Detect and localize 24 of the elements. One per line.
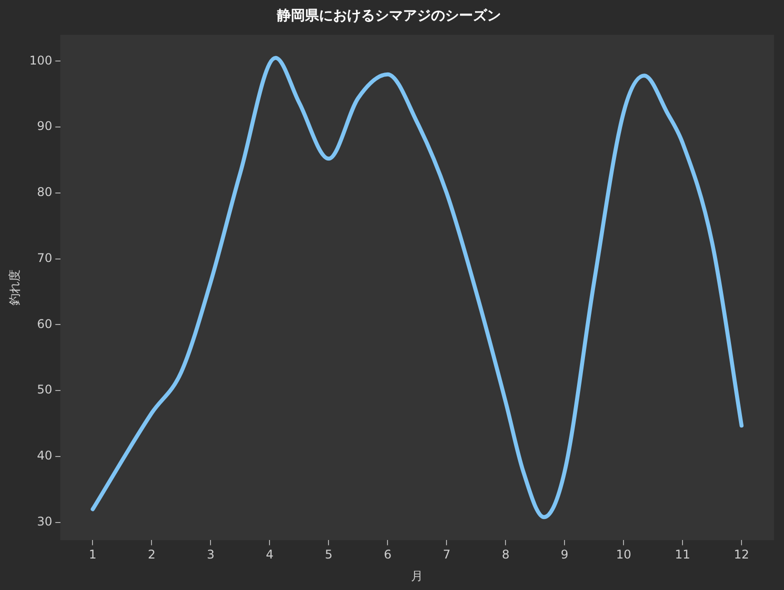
- x-tick-label: 6: [384, 548, 392, 562]
- line-series: [90, 56, 744, 520]
- x-tick-label: 8: [502, 548, 510, 562]
- y-tick-label: 50: [37, 382, 52, 397]
- x-tick-label: 7: [442, 548, 450, 562]
- x-tick-label: 4: [266, 548, 274, 562]
- x-tick-label: 9: [560, 548, 568, 562]
- y-tick-label: 100: [29, 53, 52, 68]
- y-tick-label: 40: [37, 448, 52, 463]
- y-tick-label: 80: [37, 185, 52, 200]
- x-tick-label: 1: [88, 548, 97, 562]
- x-tick-label: 3: [206, 548, 215, 562]
- y-tick-label: 30: [37, 514, 52, 529]
- x-tick-label: 2: [148, 548, 156, 562]
- y-tick-label: 70: [37, 250, 52, 265]
- y-axis-title: 釣れ度: [7, 270, 22, 306]
- x-tick-label: 11: [674, 548, 690, 562]
- chart-title: 静岡県におけるシマアジのシーズン: [276, 8, 501, 24]
- y-tick-label: 90: [37, 119, 52, 134]
- x-tick-label: 5: [324, 548, 332, 562]
- y-tick-label: 60: [37, 316, 52, 331]
- x-axis-title: 月: [411, 568, 424, 583]
- x-tick-label: 10: [616, 548, 632, 562]
- x-tick-label: 12: [734, 548, 750, 562]
